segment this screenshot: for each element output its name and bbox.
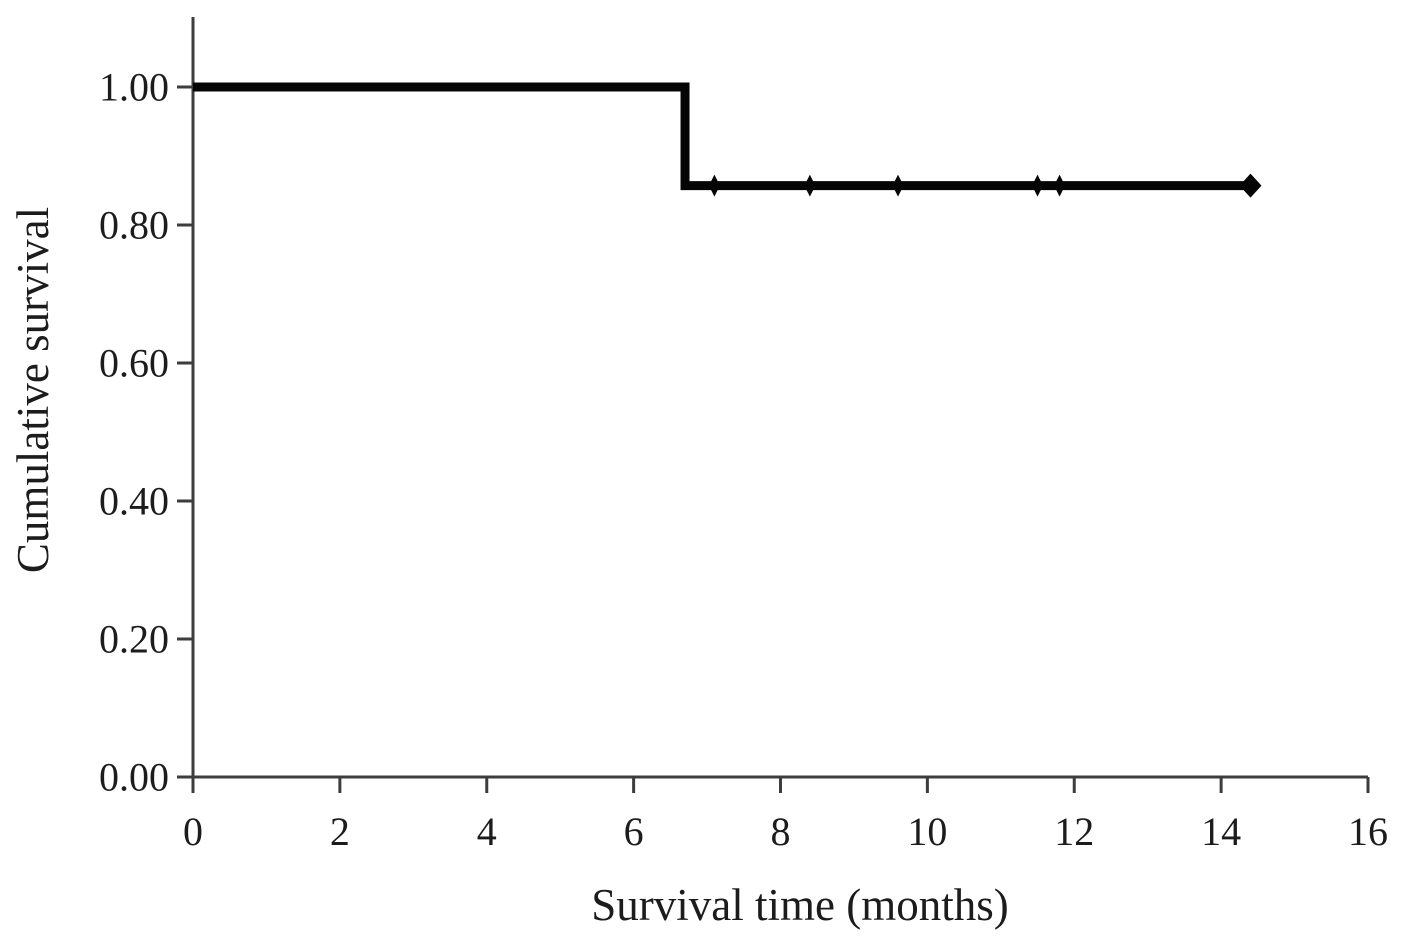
survival-curve-group [193,82,1262,198]
x-tick-label: 10 [907,809,947,854]
x-axis-ticks: 0 2 4 6 8 10 12 14 16 [183,777,1388,854]
y-tick-label: 0.60 [99,341,169,386]
censor-marker [804,174,816,197]
x-tick-label: 16 [1348,809,1388,854]
curve-end-censor-marker [1239,173,1262,198]
censor-marker [892,174,904,197]
censor-marker [1054,174,1066,197]
x-tick-label: 6 [624,809,644,854]
x-tick-label: 0 [183,809,203,854]
x-tick-label: 12 [1054,809,1094,854]
censor-marker [708,174,720,197]
x-tick-label: 8 [771,809,791,854]
y-axis-ticks: 0.00 0.20 0.40 0.60 0.80 1.00 [99,65,193,800]
axes [191,17,1368,779]
y-tick-label: 0.40 [99,479,169,524]
y-tick-label: 0.20 [99,617,169,662]
censor-marker [1032,174,1044,197]
x-tick-label: 2 [330,809,350,854]
y-axis-title: Cumulative survival [8,207,58,573]
survival-step-curve [193,82,1251,191]
x-axis-title: Survival time (months) [591,880,1008,930]
y-tick-label: 1.00 [99,65,169,110]
x-tick-label: 14 [1201,809,1241,854]
x-tick-label: 4 [477,809,497,854]
y-tick-label: 0.00 [99,755,169,800]
y-tick-label: 0.80 [99,203,169,248]
